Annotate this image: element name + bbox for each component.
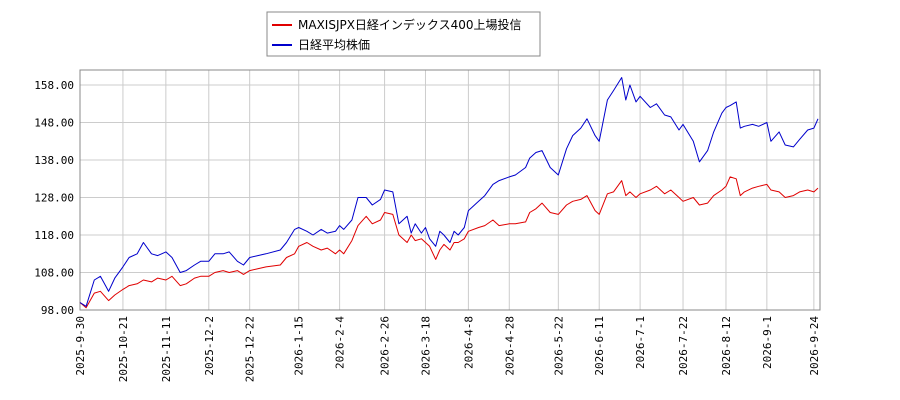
axes bbox=[79, 69, 821, 311]
y-tick-label: 148.00 bbox=[34, 117, 74, 130]
plot-frame bbox=[79, 69, 821, 311]
x-tick-label: 2026-7-1 bbox=[634, 316, 647, 369]
legend-label-series-1: 日経平均株価 bbox=[298, 37, 370, 52]
y-tick-label: 118.00 bbox=[34, 229, 74, 242]
x-tick-label: 2026-5-22 bbox=[552, 316, 565, 376]
x-tick-label: 2026-2-4 bbox=[334, 316, 347, 369]
y-tick-label: 138.00 bbox=[34, 154, 74, 167]
x-tick-label: 2026-4-28 bbox=[503, 316, 516, 376]
x-tick-label: 2026-7-22 bbox=[677, 316, 690, 376]
x-tick-label: 2026-9-24 bbox=[808, 316, 821, 376]
y-tick-labels: 98.00 108.00 118.00 128.00 138.00 148.00 158.0… bbox=[34, 79, 74, 317]
grid bbox=[79, 70, 820, 311]
legend: MAXISJPX日経インデックス400上場投信 日経平均株価 bbox=[266, 11, 541, 57]
legend-label-series-0: MAXISJPX日経インデックス400上場投信 bbox=[298, 17, 521, 32]
y-tick-label: 98.00 bbox=[41, 304, 74, 317]
x-tick-label: 2026-3-18 bbox=[419, 316, 432, 376]
x-tick-label: 2026-1-15 bbox=[293, 316, 306, 376]
series-line-1 bbox=[79, 77, 819, 307]
series-line-0 bbox=[79, 176, 819, 309]
series-lines bbox=[79, 77, 819, 309]
x-tick-label: 2025-11-11 bbox=[160, 316, 173, 382]
x-tick-label: 2026-2-26 bbox=[379, 316, 392, 376]
x-tick-labels: 2025-9-30 2025-10-21 2025-11-11 2025-12-2 20… bbox=[74, 316, 821, 383]
y-tick-label: 128.00 bbox=[34, 192, 74, 205]
x-tick-label: 2025-10-21 bbox=[117, 316, 130, 382]
y-tick-label: 158.00 bbox=[34, 79, 74, 92]
legend-box bbox=[266, 11, 541, 57]
y-tick-label: 108.00 bbox=[34, 267, 74, 280]
x-tick-label: 2026-9-1 bbox=[761, 316, 774, 369]
x-tick-label: 2025-9-30 bbox=[74, 316, 87, 376]
x-tick-label: 2026-8-12 bbox=[720, 316, 733, 376]
x-tick-label: 2026-6-11 bbox=[593, 316, 606, 376]
x-tick-label: 2026-4-8 bbox=[462, 316, 475, 369]
x-tick-label: 2025-12-22 bbox=[244, 316, 257, 382]
plot-area bbox=[80, 70, 820, 310]
x-tick-label: 2025-12-2 bbox=[203, 316, 216, 376]
